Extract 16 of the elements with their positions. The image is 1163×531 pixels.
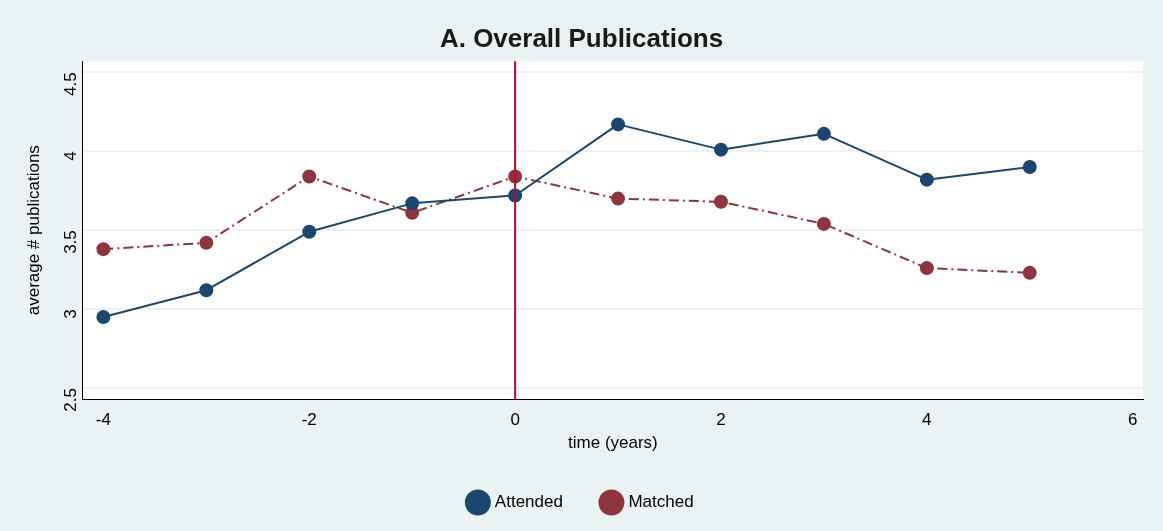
legend-label: Attended (494, 492, 563, 512)
y-axis-title: average # publications (23, 145, 43, 316)
y-tick-label: 3.5 (61, 230, 81, 254)
x-tick-label: -4 (95, 410, 111, 430)
x-tick-label: -2 (301, 410, 317, 430)
legend-label: Matched (628, 492, 694, 512)
x-tick-label: 2 (716, 410, 726, 430)
y-tick-label: 2.5 (61, 388, 81, 412)
chart-title: A. Overall Publications (439, 22, 724, 53)
x-tick-label: 0 (510, 410, 520, 430)
y-tick-label: 4.5 (61, 72, 81, 96)
y-tick-label: 4 (61, 151, 81, 161)
x-tick-label: 6 (1127, 410, 1138, 430)
x-axis-title: time (years) (568, 433, 658, 453)
y-tick-label: 3 (61, 309, 81, 319)
x-tick-label: 4 (922, 410, 932, 430)
